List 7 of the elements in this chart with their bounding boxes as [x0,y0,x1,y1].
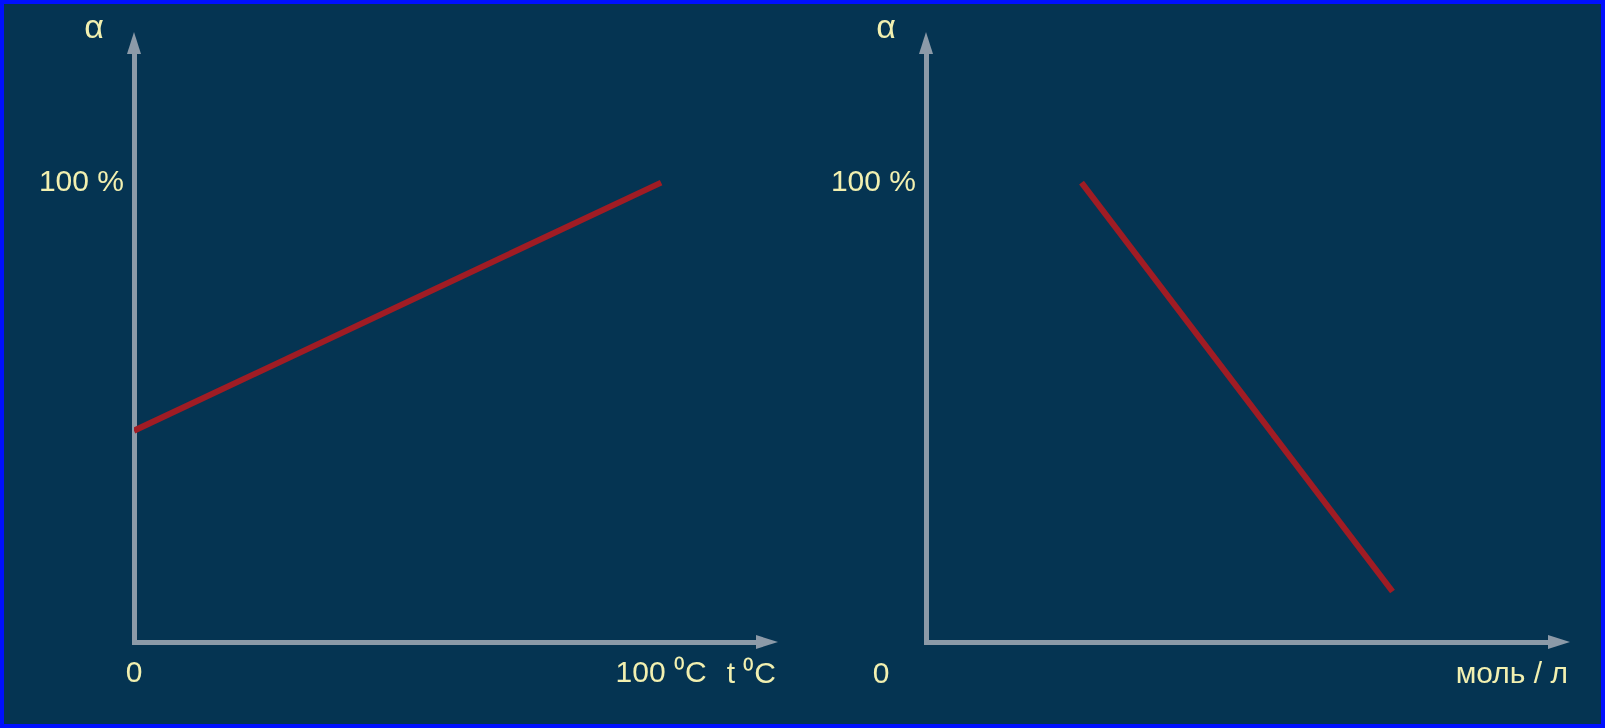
text: 100 % [38,163,124,197]
x-axis-title: t ⁰C [726,656,776,690]
y-axis-title: α [84,7,104,46]
x-axis-title: моль / л [1455,656,1568,690]
text: 100 % [830,163,916,197]
y-axis-title: α [876,7,896,46]
x-tick-label: 100 ⁰C [615,655,707,689]
